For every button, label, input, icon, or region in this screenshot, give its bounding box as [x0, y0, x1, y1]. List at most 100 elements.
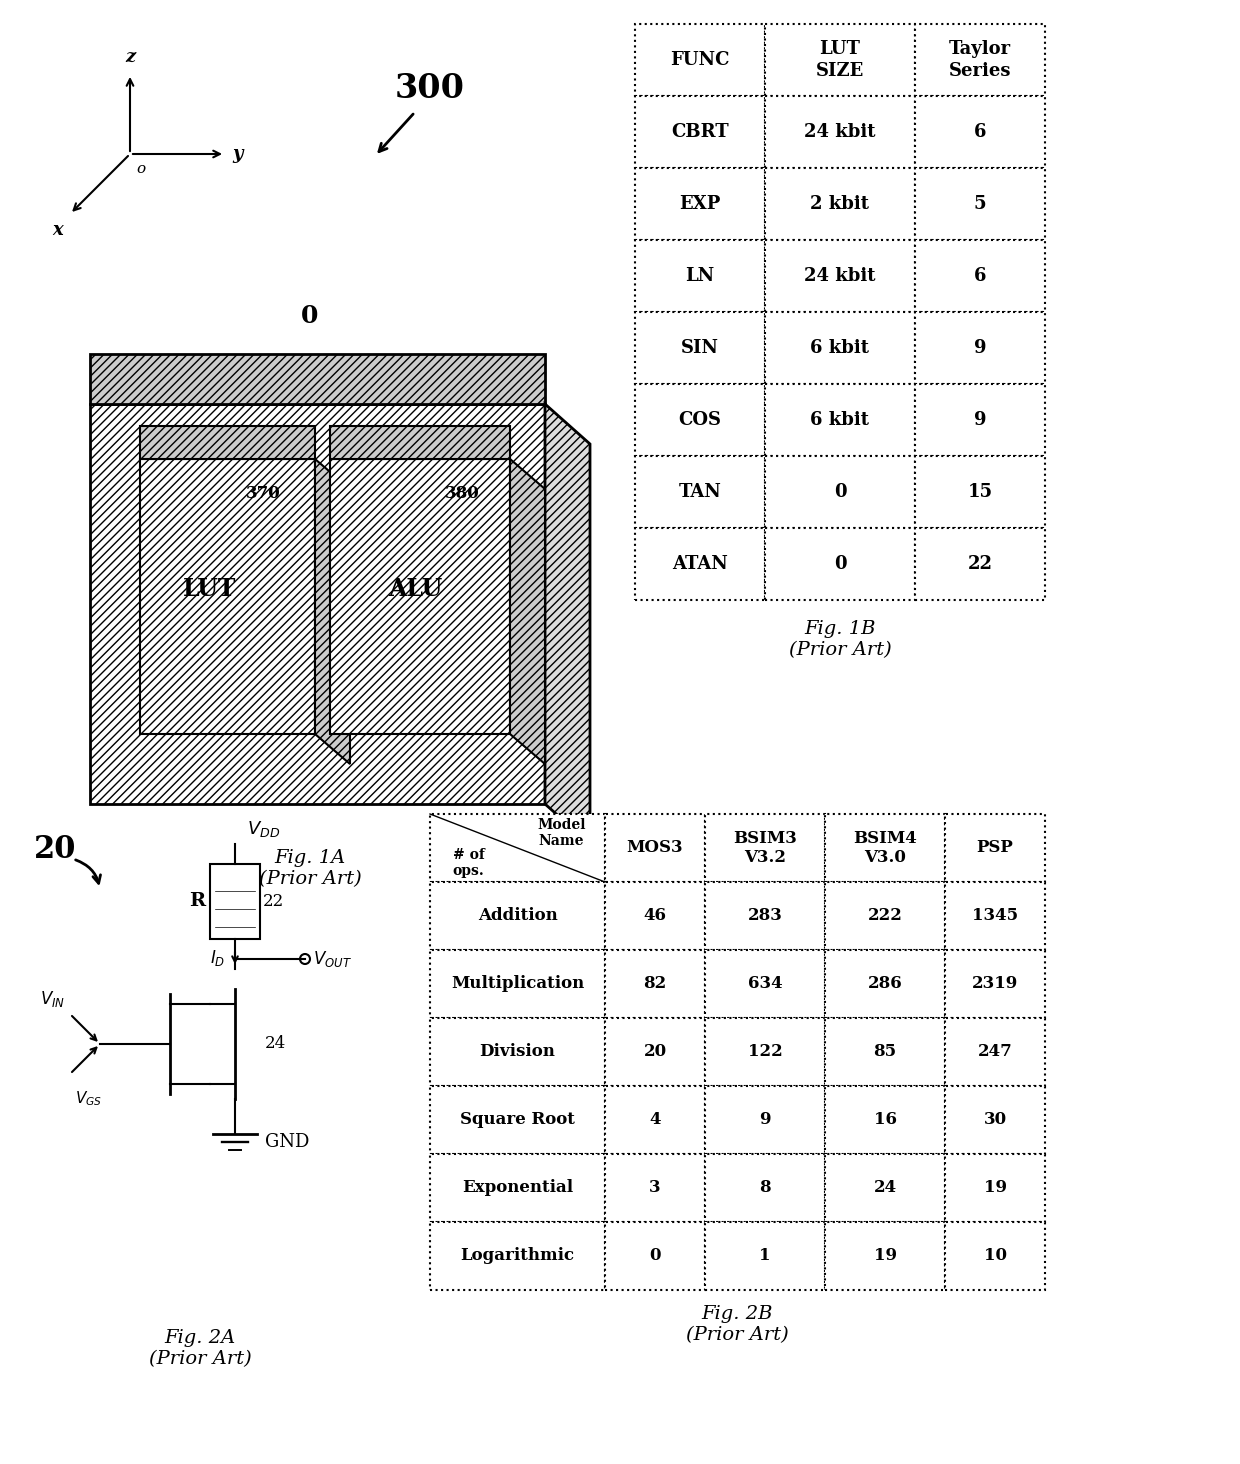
FancyBboxPatch shape [765, 312, 915, 384]
FancyBboxPatch shape [825, 814, 945, 881]
FancyBboxPatch shape [430, 950, 605, 1017]
FancyBboxPatch shape [765, 384, 915, 455]
FancyBboxPatch shape [915, 455, 1045, 529]
Text: z: z [125, 48, 135, 66]
FancyBboxPatch shape [915, 529, 1045, 600]
Text: 6: 6 [973, 266, 986, 285]
Text: 24 kbit: 24 kbit [805, 123, 875, 141]
Text: LUT: LUT [184, 577, 237, 602]
FancyBboxPatch shape [765, 529, 915, 600]
Text: 0: 0 [301, 305, 319, 328]
Text: 24: 24 [873, 1180, 897, 1196]
FancyBboxPatch shape [635, 384, 765, 455]
Polygon shape [140, 426, 315, 460]
FancyBboxPatch shape [635, 312, 765, 384]
FancyBboxPatch shape [430, 1086, 605, 1154]
Text: 20: 20 [33, 833, 76, 865]
Text: 1: 1 [759, 1247, 771, 1265]
Polygon shape [140, 460, 315, 733]
Text: BSIM3
V3.2: BSIM3 V3.2 [733, 830, 797, 867]
FancyBboxPatch shape [945, 881, 1045, 950]
FancyBboxPatch shape [765, 23, 915, 97]
Text: y: y [232, 145, 243, 163]
FancyBboxPatch shape [825, 950, 945, 1017]
FancyBboxPatch shape [605, 1017, 706, 1086]
Text: 0: 0 [650, 1247, 661, 1265]
FancyBboxPatch shape [706, 950, 825, 1017]
Text: x: x [52, 221, 63, 239]
Text: 380: 380 [445, 486, 480, 502]
Text: Fig. 1B
(Prior Art): Fig. 1B (Prior Art) [789, 619, 892, 659]
Text: 9: 9 [973, 340, 986, 357]
FancyBboxPatch shape [635, 240, 765, 312]
Text: Logarithmic: Logarithmic [460, 1247, 574, 1265]
Text: 46: 46 [644, 908, 667, 924]
Text: 6 kbit: 6 kbit [811, 340, 869, 357]
FancyBboxPatch shape [430, 1017, 605, 1086]
FancyBboxPatch shape [765, 455, 915, 529]
FancyBboxPatch shape [706, 881, 825, 950]
FancyBboxPatch shape [605, 1086, 706, 1154]
Polygon shape [510, 460, 546, 764]
Polygon shape [546, 404, 590, 845]
FancyBboxPatch shape [706, 814, 825, 881]
Text: 24: 24 [265, 1035, 286, 1053]
Text: 2 kbit: 2 kbit [811, 195, 869, 212]
FancyBboxPatch shape [825, 1086, 945, 1154]
FancyBboxPatch shape [915, 97, 1045, 168]
FancyBboxPatch shape [635, 23, 765, 97]
FancyBboxPatch shape [915, 384, 1045, 455]
FancyBboxPatch shape [915, 312, 1045, 384]
FancyBboxPatch shape [706, 1017, 825, 1086]
Text: EXP: EXP [680, 195, 720, 212]
Polygon shape [330, 460, 510, 733]
FancyBboxPatch shape [430, 1222, 605, 1290]
FancyBboxPatch shape [945, 1154, 1045, 1222]
Text: Exponential: Exponential [463, 1180, 573, 1196]
FancyBboxPatch shape [945, 1222, 1045, 1290]
FancyBboxPatch shape [765, 240, 915, 312]
FancyBboxPatch shape [765, 97, 915, 168]
Text: LUT
SIZE: LUT SIZE [816, 40, 864, 81]
Text: 370: 370 [246, 486, 280, 502]
Text: 300: 300 [396, 73, 465, 105]
Text: CBRT: CBRT [671, 123, 729, 141]
Text: Taylor
Series: Taylor Series [949, 40, 1012, 81]
Text: Fig. 2B
(Prior Art): Fig. 2B (Prior Art) [686, 1304, 789, 1344]
Text: Square Root: Square Root [460, 1111, 575, 1129]
FancyBboxPatch shape [430, 881, 605, 950]
FancyBboxPatch shape [945, 1017, 1045, 1086]
FancyBboxPatch shape [635, 168, 765, 240]
Text: Model
Name: Model Name [537, 818, 585, 848]
Text: 5: 5 [973, 195, 986, 212]
Text: 6 kbit: 6 kbit [811, 411, 869, 429]
FancyBboxPatch shape [635, 97, 765, 168]
Text: 3: 3 [650, 1180, 661, 1196]
Text: Addition: Addition [477, 908, 557, 924]
FancyBboxPatch shape [706, 1154, 825, 1222]
FancyBboxPatch shape [430, 1154, 605, 1222]
Text: 1345: 1345 [972, 908, 1018, 924]
FancyBboxPatch shape [825, 1017, 945, 1086]
Text: 6: 6 [973, 123, 986, 141]
Polygon shape [91, 404, 546, 804]
Text: BSIM4
V3.0: BSIM4 V3.0 [853, 830, 916, 867]
FancyBboxPatch shape [605, 1222, 706, 1290]
Text: 19: 19 [873, 1247, 897, 1265]
Text: 0: 0 [833, 483, 847, 501]
Text: ALU: ALU [388, 577, 443, 602]
FancyBboxPatch shape [605, 1154, 706, 1222]
FancyBboxPatch shape [706, 1222, 825, 1290]
FancyBboxPatch shape [605, 881, 706, 950]
Text: 82: 82 [644, 975, 667, 993]
Text: $I_D$: $I_D$ [210, 949, 224, 968]
Text: 222: 222 [868, 908, 903, 924]
Text: 2319: 2319 [972, 975, 1018, 993]
Text: 22: 22 [263, 893, 284, 911]
Polygon shape [91, 354, 546, 404]
FancyBboxPatch shape [605, 814, 706, 881]
Text: 247: 247 [977, 1044, 1012, 1060]
FancyBboxPatch shape [706, 1086, 825, 1154]
Text: Fig. 2A
(Prior Art): Fig. 2A (Prior Art) [149, 1329, 252, 1367]
FancyBboxPatch shape [765, 168, 915, 240]
